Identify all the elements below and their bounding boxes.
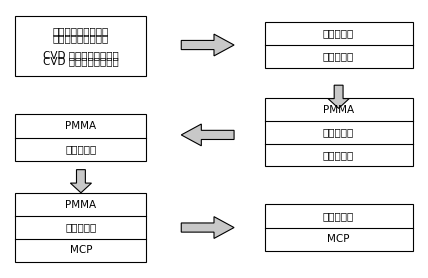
Text: 在铜箔或镁箔衬底上: 在铜箔或镁箔衬底上: [53, 33, 109, 43]
Text: 石墨烯薄膜: 石墨烯薄膜: [323, 127, 354, 137]
Polygon shape: [70, 170, 92, 193]
Text: PMMA: PMMA: [65, 200, 96, 210]
Text: PMMA: PMMA: [323, 105, 354, 115]
Text: 石墨烯薄膜: 石墨烯薄膜: [65, 223, 97, 232]
Text: 铜箔或镁箔: 铜箔或镁箔: [323, 52, 354, 62]
Text: PMMA: PMMA: [65, 121, 96, 131]
Text: CVD 法制备石墨烯薄膜: CVD 法制备石墨烯薄膜: [43, 56, 119, 66]
Text: 在铜箔或镁箔衬底上: 在铜箔或镁箔衬底上: [53, 26, 109, 36]
Polygon shape: [328, 85, 349, 108]
Bar: [265, 22, 413, 68]
Text: CVD 法制备石墨烯薄膜: CVD 法制备石墨烯薄膜: [43, 50, 119, 60]
Bar: [265, 98, 413, 166]
Polygon shape: [181, 217, 234, 239]
Bar: [15, 16, 146, 76]
Text: 石墨烯薄膜: 石墨烯薄膜: [323, 28, 354, 38]
Text: 石墨烯薄膜: 石墨烯薄膜: [65, 144, 97, 154]
Polygon shape: [181, 34, 234, 56]
Bar: [15, 193, 146, 262]
Text: MCP: MCP: [327, 234, 350, 244]
Bar: [15, 115, 146, 161]
Text: 石墨烯薄膜: 石墨烯薄膜: [323, 211, 354, 221]
Text: 铜箔或镁箔: 铜箔或镁箔: [323, 150, 354, 160]
Bar: [265, 204, 413, 251]
Text: MCP: MCP: [70, 245, 92, 255]
Polygon shape: [181, 124, 234, 146]
